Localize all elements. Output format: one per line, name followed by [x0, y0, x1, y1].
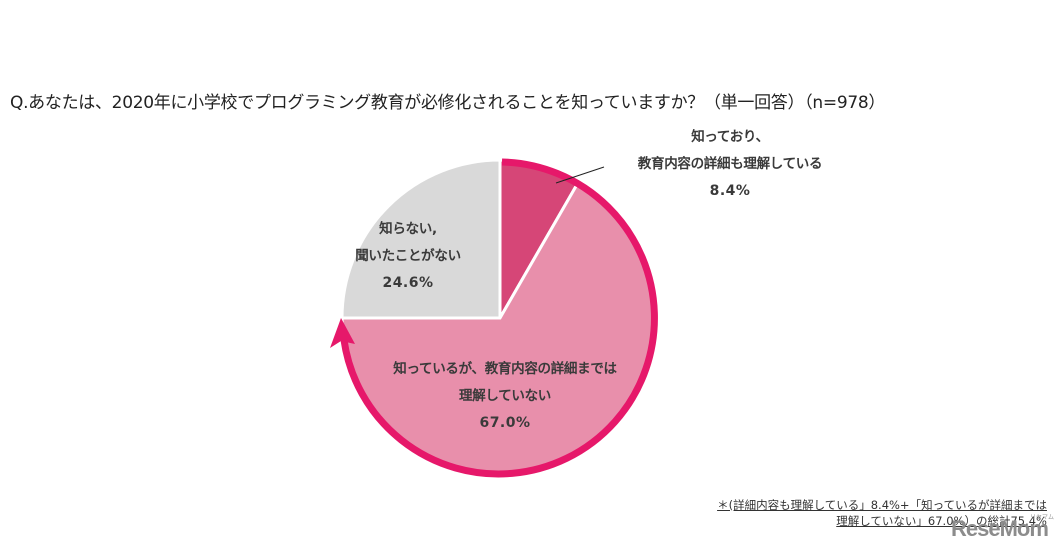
label-detail-known: 知っており、 教育内容の詳細も理解している 8.4% [600, 124, 860, 205]
leader-line [555, 166, 605, 184]
label-line: 知らない, [379, 221, 437, 237]
label-known-not-detail: 知っているが、教育内容の詳細までは 理解していない 67.0% [375, 356, 635, 437]
label-line: 教育内容の詳細も理解している [637, 156, 823, 172]
arrow-head-icon [330, 318, 355, 348]
label-percent: 8.4% [709, 183, 751, 199]
logo-small-text: リセマム [1030, 514, 1055, 521]
label-not-known: 知らない, 聞いたことがない 24.6% [348, 216, 468, 297]
chart-title: Q.あなたは、2020年に小学校でプログラミング教育が必修化されることを知ってい… [10, 93, 886, 113]
resemom-logo: ReseMom [951, 516, 1049, 541]
footnote: ＊(詳細内容も理解している」8.4%+「知っているが詳細までは 理解していない」… [717, 497, 1047, 529]
highlight-arc [340, 158, 658, 478]
label-line: 知っているが、教育内容の詳細までは [393, 361, 617, 377]
slice-not-known [340, 158, 502, 320]
footnote-line: ＊(詳細内容も理解している」8.4%+「知っているが詳細までは [717, 498, 1047, 512]
label-line: 知っており、 [691, 129, 769, 145]
label-line: 理解していない [459, 388, 551, 404]
label-percent: 24.6% [382, 275, 434, 291]
footnote-line: 理解していない」67.0%）の総計75.4% [836, 514, 1047, 528]
label-line: 聞いたことがない [355, 248, 461, 264]
label-percent: 67.0% [479, 415, 531, 431]
